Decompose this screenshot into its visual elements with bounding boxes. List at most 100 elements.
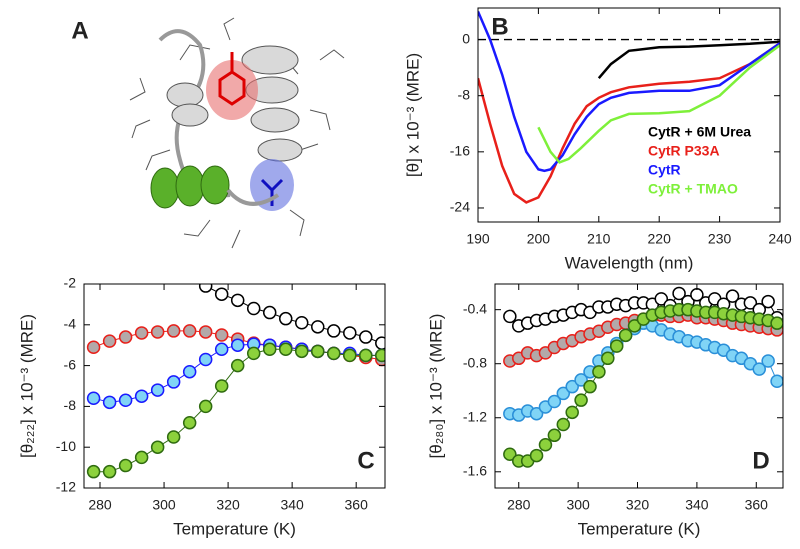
panel-a: A bbox=[71, 17, 345, 249]
plot-area bbox=[503, 286, 783, 468]
x-axis-label: Wavelength (nm) bbox=[565, 253, 694, 272]
point bbox=[375, 336, 385, 350]
x-tick-label: 220 bbox=[648, 231, 672, 247]
y-tick-label: -2 bbox=[64, 275, 77, 291]
axes-frame bbox=[477, 7, 781, 223]
point bbox=[102, 464, 117, 479]
point bbox=[150, 325, 165, 339]
x-tick-label: 280 bbox=[88, 497, 112, 513]
x-tick-label: 190 bbox=[466, 231, 490, 247]
legend-entry: CytR + 6M Urea bbox=[648, 124, 751, 140]
panel-label: B bbox=[491, 13, 508, 40]
point bbox=[529, 448, 544, 463]
point bbox=[618, 328, 633, 343]
axes-frame bbox=[83, 283, 386, 489]
point bbox=[134, 450, 149, 465]
point bbox=[150, 383, 165, 397]
point bbox=[343, 326, 357, 340]
point bbox=[547, 428, 562, 443]
point bbox=[547, 394, 562, 409]
y-tick-label: -24 bbox=[450, 199, 470, 215]
point bbox=[86, 340, 101, 354]
point bbox=[262, 342, 277, 357]
line bbox=[478, 42, 780, 204]
point bbox=[503, 309, 517, 324]
y-tick-label: 0 bbox=[462, 30, 470, 46]
point bbox=[198, 284, 213, 293]
point bbox=[743, 296, 758, 310]
point bbox=[134, 326, 149, 340]
point bbox=[278, 311, 293, 326]
y-tick-label: -8 bbox=[64, 397, 77, 413]
point bbox=[556, 386, 571, 401]
point bbox=[294, 316, 309, 330]
panel-label: C bbox=[357, 447, 374, 474]
point bbox=[556, 417, 571, 432]
point bbox=[278, 342, 293, 357]
x-tick-label: 210 bbox=[587, 231, 611, 247]
point bbox=[503, 447, 517, 461]
x-tick-label: 320 bbox=[626, 497, 650, 513]
point bbox=[198, 325, 213, 339]
point bbox=[166, 324, 181, 338]
point bbox=[311, 344, 325, 359]
x-tick-label: 360 bbox=[745, 497, 769, 513]
x-tick-label: 240 bbox=[768, 231, 792, 247]
point bbox=[725, 289, 740, 303]
x-tick-label: 200 bbox=[527, 231, 551, 247]
point bbox=[134, 389, 149, 403]
x-axis-label: Temperature (K) bbox=[173, 519, 296, 538]
point bbox=[102, 395, 117, 410]
point bbox=[609, 339, 624, 353]
point bbox=[627, 319, 642, 333]
point bbox=[359, 330, 373, 344]
x-tick-label: 300 bbox=[566, 497, 590, 513]
point bbox=[150, 440, 165, 454]
point bbox=[592, 365, 606, 379]
point bbox=[359, 348, 373, 363]
point bbox=[166, 375, 181, 389]
point bbox=[327, 346, 341, 361]
x-tick-label: 230 bbox=[708, 231, 732, 247]
point bbox=[214, 342, 229, 357]
line bbox=[478, 11, 780, 173]
legend-entry: CytR P33A bbox=[648, 143, 720, 159]
point bbox=[538, 438, 553, 452]
point bbox=[198, 399, 213, 414]
y-axis-label: [θ₂₂₂] x 10⁻³ (MRE) bbox=[17, 314, 36, 458]
point bbox=[565, 405, 579, 420]
legend-entry: CytR bbox=[648, 162, 681, 178]
point bbox=[118, 458, 133, 473]
point bbox=[574, 373, 588, 387]
point bbox=[198, 352, 213, 367]
plot-area bbox=[478, 11, 780, 204]
y-axis-label: [θ] x 10⁻³ (MRE) bbox=[403, 53, 422, 177]
y-tick-label: -0.8 bbox=[463, 354, 487, 370]
y-tick-label: -1.2 bbox=[463, 408, 487, 424]
y-tick-label: -1.6 bbox=[463, 462, 487, 478]
green-helix bbox=[150, 165, 230, 209]
loop bbox=[226, 188, 280, 206]
panel-label: D bbox=[752, 447, 769, 474]
point bbox=[375, 348, 385, 363]
point bbox=[761, 354, 775, 368]
y-tick-label: -8 bbox=[458, 86, 471, 102]
plot-area bbox=[86, 284, 385, 479]
point bbox=[601, 351, 615, 366]
panel-label: A bbox=[71, 17, 88, 44]
point bbox=[654, 292, 669, 306]
point bbox=[770, 374, 783, 389]
point bbox=[574, 393, 588, 407]
point bbox=[672, 286, 686, 301]
point bbox=[343, 348, 357, 363]
point bbox=[182, 415, 197, 430]
axes-frame bbox=[494, 283, 784, 489]
side-chains bbox=[129, 17, 345, 249]
point bbox=[770, 316, 783, 330]
point bbox=[311, 320, 325, 334]
point bbox=[230, 338, 245, 352]
point bbox=[246, 346, 261, 361]
y-axis-label: [θ₂₈₀] x 10⁻³ (MRE) bbox=[426, 314, 445, 459]
x-tick-label: 280 bbox=[507, 497, 531, 513]
point bbox=[583, 379, 597, 394]
